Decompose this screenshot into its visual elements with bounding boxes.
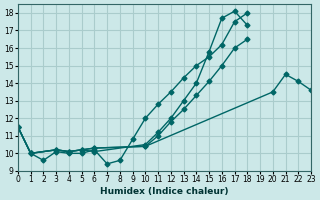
X-axis label: Humidex (Indice chaleur): Humidex (Indice chaleur) bbox=[100, 187, 229, 196]
